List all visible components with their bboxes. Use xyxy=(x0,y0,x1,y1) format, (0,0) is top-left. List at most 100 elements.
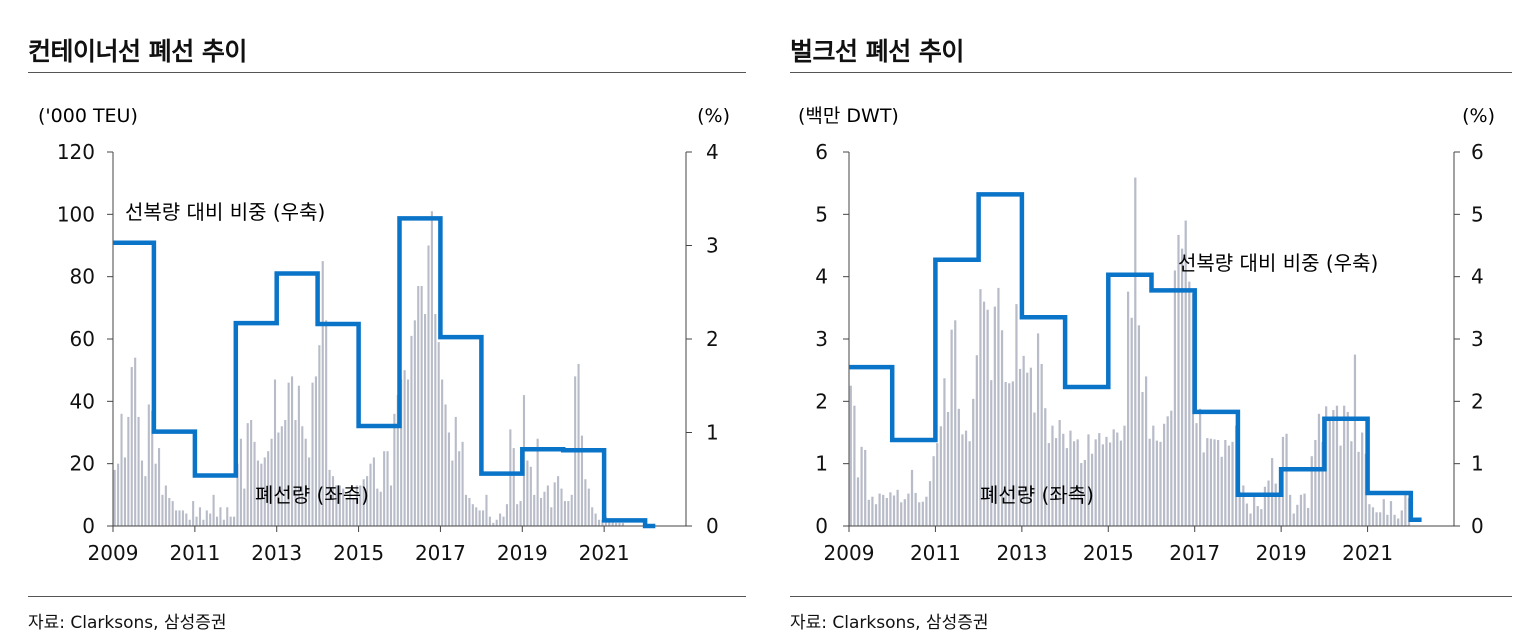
bar-mark xyxy=(1220,456,1223,526)
bar-mark xyxy=(1371,507,1375,526)
bar-mark xyxy=(1227,445,1231,526)
bar-mark xyxy=(567,501,570,526)
bulk-ship-scrapping-panel: 벌크선 폐선 추이 (백만 DWT) (%) 6 5 4 3 2 1 0 6 5 4 3 2 1 0 200… xyxy=(768,0,1535,639)
bar-mark xyxy=(1353,354,1357,526)
bar-mark xyxy=(1357,451,1360,526)
bar-mark xyxy=(117,463,120,526)
bar-mark xyxy=(410,335,413,526)
bar-mark xyxy=(882,494,885,526)
bar-mark xyxy=(580,435,584,526)
bar-mark xyxy=(1400,510,1403,526)
bar-mark xyxy=(871,496,874,526)
bar-mark xyxy=(1083,459,1086,526)
bar-mark xyxy=(1253,494,1256,526)
bar-mark xyxy=(1274,483,1277,526)
bar-mark xyxy=(925,496,928,526)
bar-mark xyxy=(134,357,137,526)
bar-mark xyxy=(1292,513,1295,526)
bar-mark xyxy=(181,510,184,526)
bar-mark xyxy=(968,441,971,526)
right-tick-label: 1 xyxy=(1471,452,1484,476)
bulk-ship-chart: (백만 DWT) (%) 6 5 4 3 2 1 0 6 5 4 3 2 1 0 2009 2011 2013 2… xyxy=(798,105,1495,565)
bar-mark xyxy=(1307,507,1310,526)
bar-mark xyxy=(1029,367,1032,526)
bar-mark xyxy=(314,376,317,526)
bar-mark xyxy=(171,501,174,526)
bar-mark xyxy=(205,510,208,526)
x-tick-label: 2019 xyxy=(497,541,548,565)
bar-mark xyxy=(1105,436,1108,526)
bar-mark xyxy=(867,499,870,526)
bar-mark xyxy=(1062,433,1065,526)
bar-mark xyxy=(1000,330,1004,526)
bar-mark xyxy=(120,413,123,526)
bar-mark xyxy=(161,494,164,526)
bar-mark xyxy=(386,451,389,526)
bar-mark xyxy=(1310,456,1313,526)
bar-mark xyxy=(1202,452,1205,526)
bar-mark xyxy=(175,510,178,526)
container-ship-chart: ('000 TEU) (%) 120 100 80 60 40 20 0 4 3 2 1 0 2009 2… xyxy=(38,105,730,565)
bar-mark xyxy=(1072,441,1076,526)
bar-mark xyxy=(1285,433,1288,526)
bar-mark xyxy=(488,516,491,526)
bar-mark xyxy=(1231,441,1234,526)
bar-mark xyxy=(1022,355,1025,526)
bar-mark xyxy=(553,482,556,526)
bar-mark xyxy=(389,485,393,526)
bar-mark xyxy=(222,519,225,526)
bar-mark xyxy=(291,376,294,526)
source-note: 자료: Clarksons, 삼성증권 xyxy=(790,613,989,633)
left-tick-label: 3 xyxy=(815,327,828,351)
left-tick-label: 5 xyxy=(815,202,828,226)
bar-mark xyxy=(1238,491,1241,526)
left-tick-label: 20 xyxy=(70,452,95,476)
bar-mark xyxy=(979,289,982,526)
bar-mark xyxy=(1343,405,1346,526)
x-tick-label: 2013 xyxy=(251,541,302,565)
bar-mark xyxy=(413,320,416,526)
bar-mark xyxy=(1008,383,1011,526)
bar-mark xyxy=(273,379,277,526)
bar-mark xyxy=(1044,408,1047,526)
bar-mark xyxy=(1040,363,1043,526)
bar-mark xyxy=(972,398,975,526)
bar-mark xyxy=(1130,317,1133,526)
right-axis-unit: (%) xyxy=(697,105,730,127)
bar-mark xyxy=(1249,513,1252,526)
left-tick-label: 40 xyxy=(70,389,95,413)
bar-mark xyxy=(539,497,543,526)
bar-mark xyxy=(495,519,498,526)
bar-mark xyxy=(910,469,914,526)
bar-mark xyxy=(154,463,157,526)
axes: 120 100 80 60 40 20 0 4 3 2 1 0 2009 2011 2013 2015 2017… xyxy=(57,140,719,565)
bar-mark xyxy=(964,430,968,526)
bar-mark xyxy=(359,485,362,526)
right-tick-label: 4 xyxy=(1471,265,1484,289)
bar-mark xyxy=(1263,486,1267,526)
bar-mark xyxy=(461,441,464,526)
left-tick-label: 1 xyxy=(815,452,828,476)
bar-mark xyxy=(1090,453,1094,526)
bar-mark xyxy=(137,416,140,526)
bar-mark xyxy=(226,507,229,526)
bar-mark xyxy=(424,314,427,526)
bar-mark xyxy=(311,382,314,526)
bar-mark xyxy=(896,489,899,526)
bar-mark xyxy=(591,507,594,526)
bar-mark xyxy=(355,485,358,526)
bar-mark xyxy=(1054,438,1058,526)
line-series xyxy=(849,192,1422,523)
bar-mark xyxy=(192,501,195,526)
bar-mark xyxy=(406,379,410,526)
right-tick-label: 5 xyxy=(1471,202,1484,226)
bar-mark xyxy=(1119,440,1122,526)
bar-mark xyxy=(318,345,321,526)
bar-mark xyxy=(478,510,481,526)
x-tick-label: 2011 xyxy=(169,541,220,565)
bar-mark xyxy=(526,460,529,526)
bar-mark xyxy=(127,416,130,526)
source-divider xyxy=(28,596,746,597)
bar-mark xyxy=(594,513,597,526)
bar-mark xyxy=(878,493,881,526)
